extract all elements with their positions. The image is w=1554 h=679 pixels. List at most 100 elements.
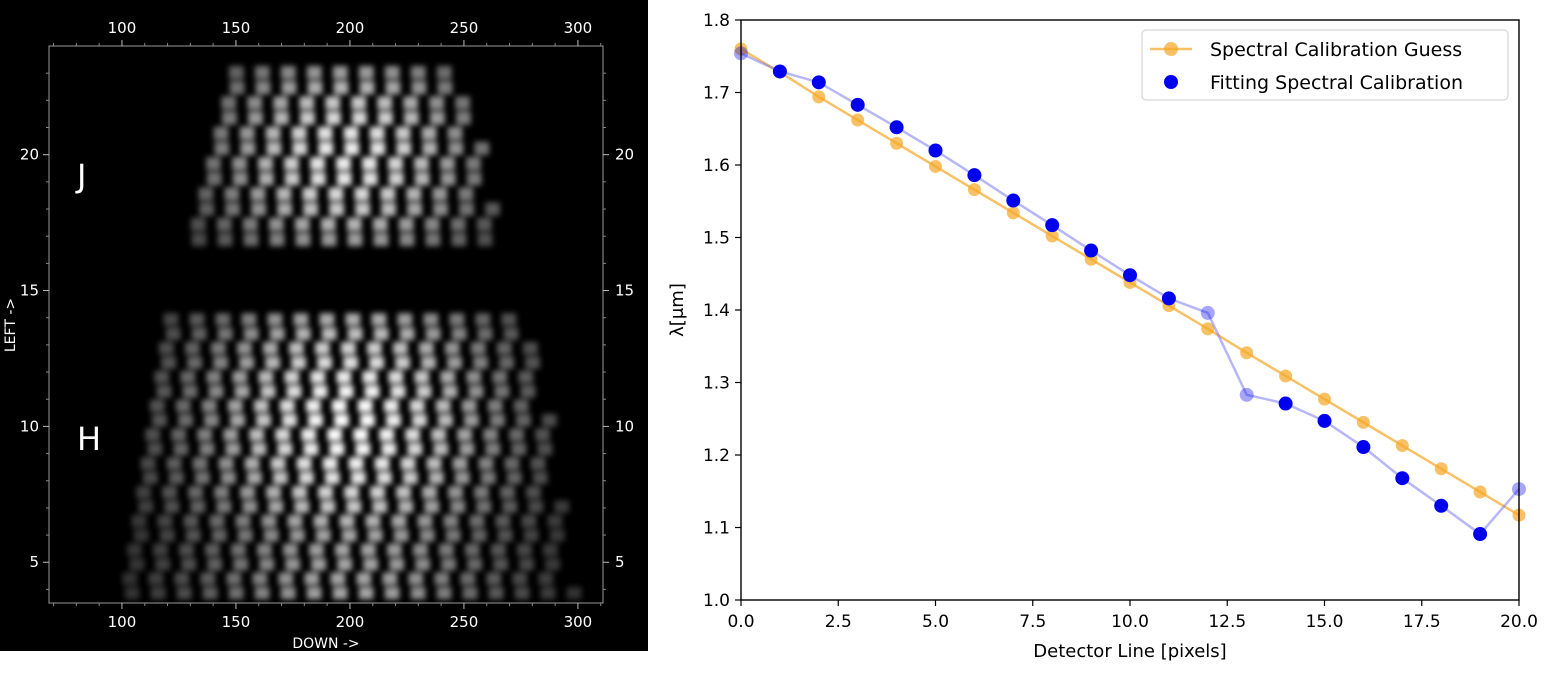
detector-cell [191,217,206,231]
detector-cell [426,457,442,470]
detector-cell [344,141,360,156]
fit-point [811,75,826,90]
guess-point [851,113,865,127]
detector-cell [421,126,437,140]
fit-point [1395,471,1410,486]
detector-cell [520,385,536,398]
detector-cell [477,232,493,247]
detector-cell [336,157,351,171]
detector-cell [164,500,180,513]
series-fitting-spectral-calibration [734,46,1526,542]
detector-cell [409,399,425,413]
detector-x-tick-label-bottom: 100 [108,613,137,631]
detector-cell [436,66,452,80]
detector-cell [212,529,227,542]
detector-cell [258,172,274,186]
fit-point [1006,193,1021,208]
detector-y-tick-label-left: 5 [29,553,39,571]
detector-cell [339,514,355,528]
detector-cell [490,414,505,427]
detector-cell [284,370,300,384]
detector-cell [216,500,232,513]
detector-cell [434,572,450,585]
detector-cell [537,442,553,456]
detector-cell [273,471,288,485]
detector-cell [286,385,302,398]
detector-cell [381,442,397,456]
detector-cell [468,385,484,398]
detector-cell [273,96,289,110]
detector-cell [514,586,530,600]
detector-cell [423,313,439,326]
detector-cell [320,500,336,513]
detector-cell [429,471,444,485]
detector-cell [333,81,349,95]
detector-cell [485,202,500,216]
detector-cell [417,514,433,528]
fit-point [850,97,865,112]
detector-cell [176,586,192,600]
detector-cell [318,141,334,156]
detector-cell [204,414,219,427]
guess-point [1279,369,1293,383]
detector-cell [503,327,519,341]
detector-cell [347,327,363,341]
detector-cell [496,342,512,355]
detector-cell [234,385,250,398]
detector-cell [408,572,424,585]
detector-x-tick-label-top: 100 [108,19,137,37]
detector-cell [191,232,207,247]
detector-cell [265,356,280,369]
detector-x-tick-label-bottom: 250 [450,613,479,631]
detector-cell [266,141,282,156]
detector-cell [179,543,194,557]
detector-cell [217,232,233,247]
fit-point [1045,218,1060,233]
detector-cell [351,471,366,485]
detector-cell [292,141,308,156]
guess-point [967,183,981,197]
legend-marker-guess [1164,42,1178,56]
detector-cell [494,385,510,398]
detector-x-tick-label-bottom: 150 [222,613,251,631]
detector-cell [429,96,444,110]
detector-cell [533,471,548,485]
y-axis-ticks: 1.0 1.1 1.2 1.3 1.4 1.5 1.6 1.7 1.8 [703,11,741,611]
detector-cell [256,414,271,427]
detector-cell [438,414,453,427]
detector-cell [231,543,246,557]
detector-cell [442,385,458,398]
detector-cell [199,202,214,216]
detector-y-ticks: 5 5 10 10 15 15 20 20 [20,72,634,590]
detector-cell [287,514,303,528]
detector-cell [233,558,249,571]
detector-cell [530,457,546,470]
fit-point [1278,396,1293,411]
detector-cell [416,385,432,398]
detector-cell [474,141,490,156]
detector-cell [329,202,344,216]
detector-cell [284,157,299,171]
detector-image-frame [48,45,604,604]
detector-cell [461,399,477,413]
guess-point [1473,485,1487,499]
detector-cell [372,500,388,513]
detector-cell [143,471,158,485]
detector-cell [319,313,335,326]
legend-marker-fit [1164,75,1178,89]
x-tick-label: 17.5 [1403,612,1441,632]
detector-cell [214,141,230,156]
detector-cell [218,457,234,470]
detector-cell [140,457,156,470]
detector-y-tick-label-left: 10 [20,417,39,435]
detector-cell [352,111,367,125]
detector-cell [244,457,260,470]
legend-box [1141,29,1509,101]
detector-cell [451,327,467,341]
detector-cell [217,217,232,231]
detector-cell [425,327,441,341]
detector-cell [445,529,461,542]
detector-cell [522,342,538,355]
detector-cell [443,514,459,528]
x-axis-label: Detector Line [pixels] [1033,641,1226,662]
